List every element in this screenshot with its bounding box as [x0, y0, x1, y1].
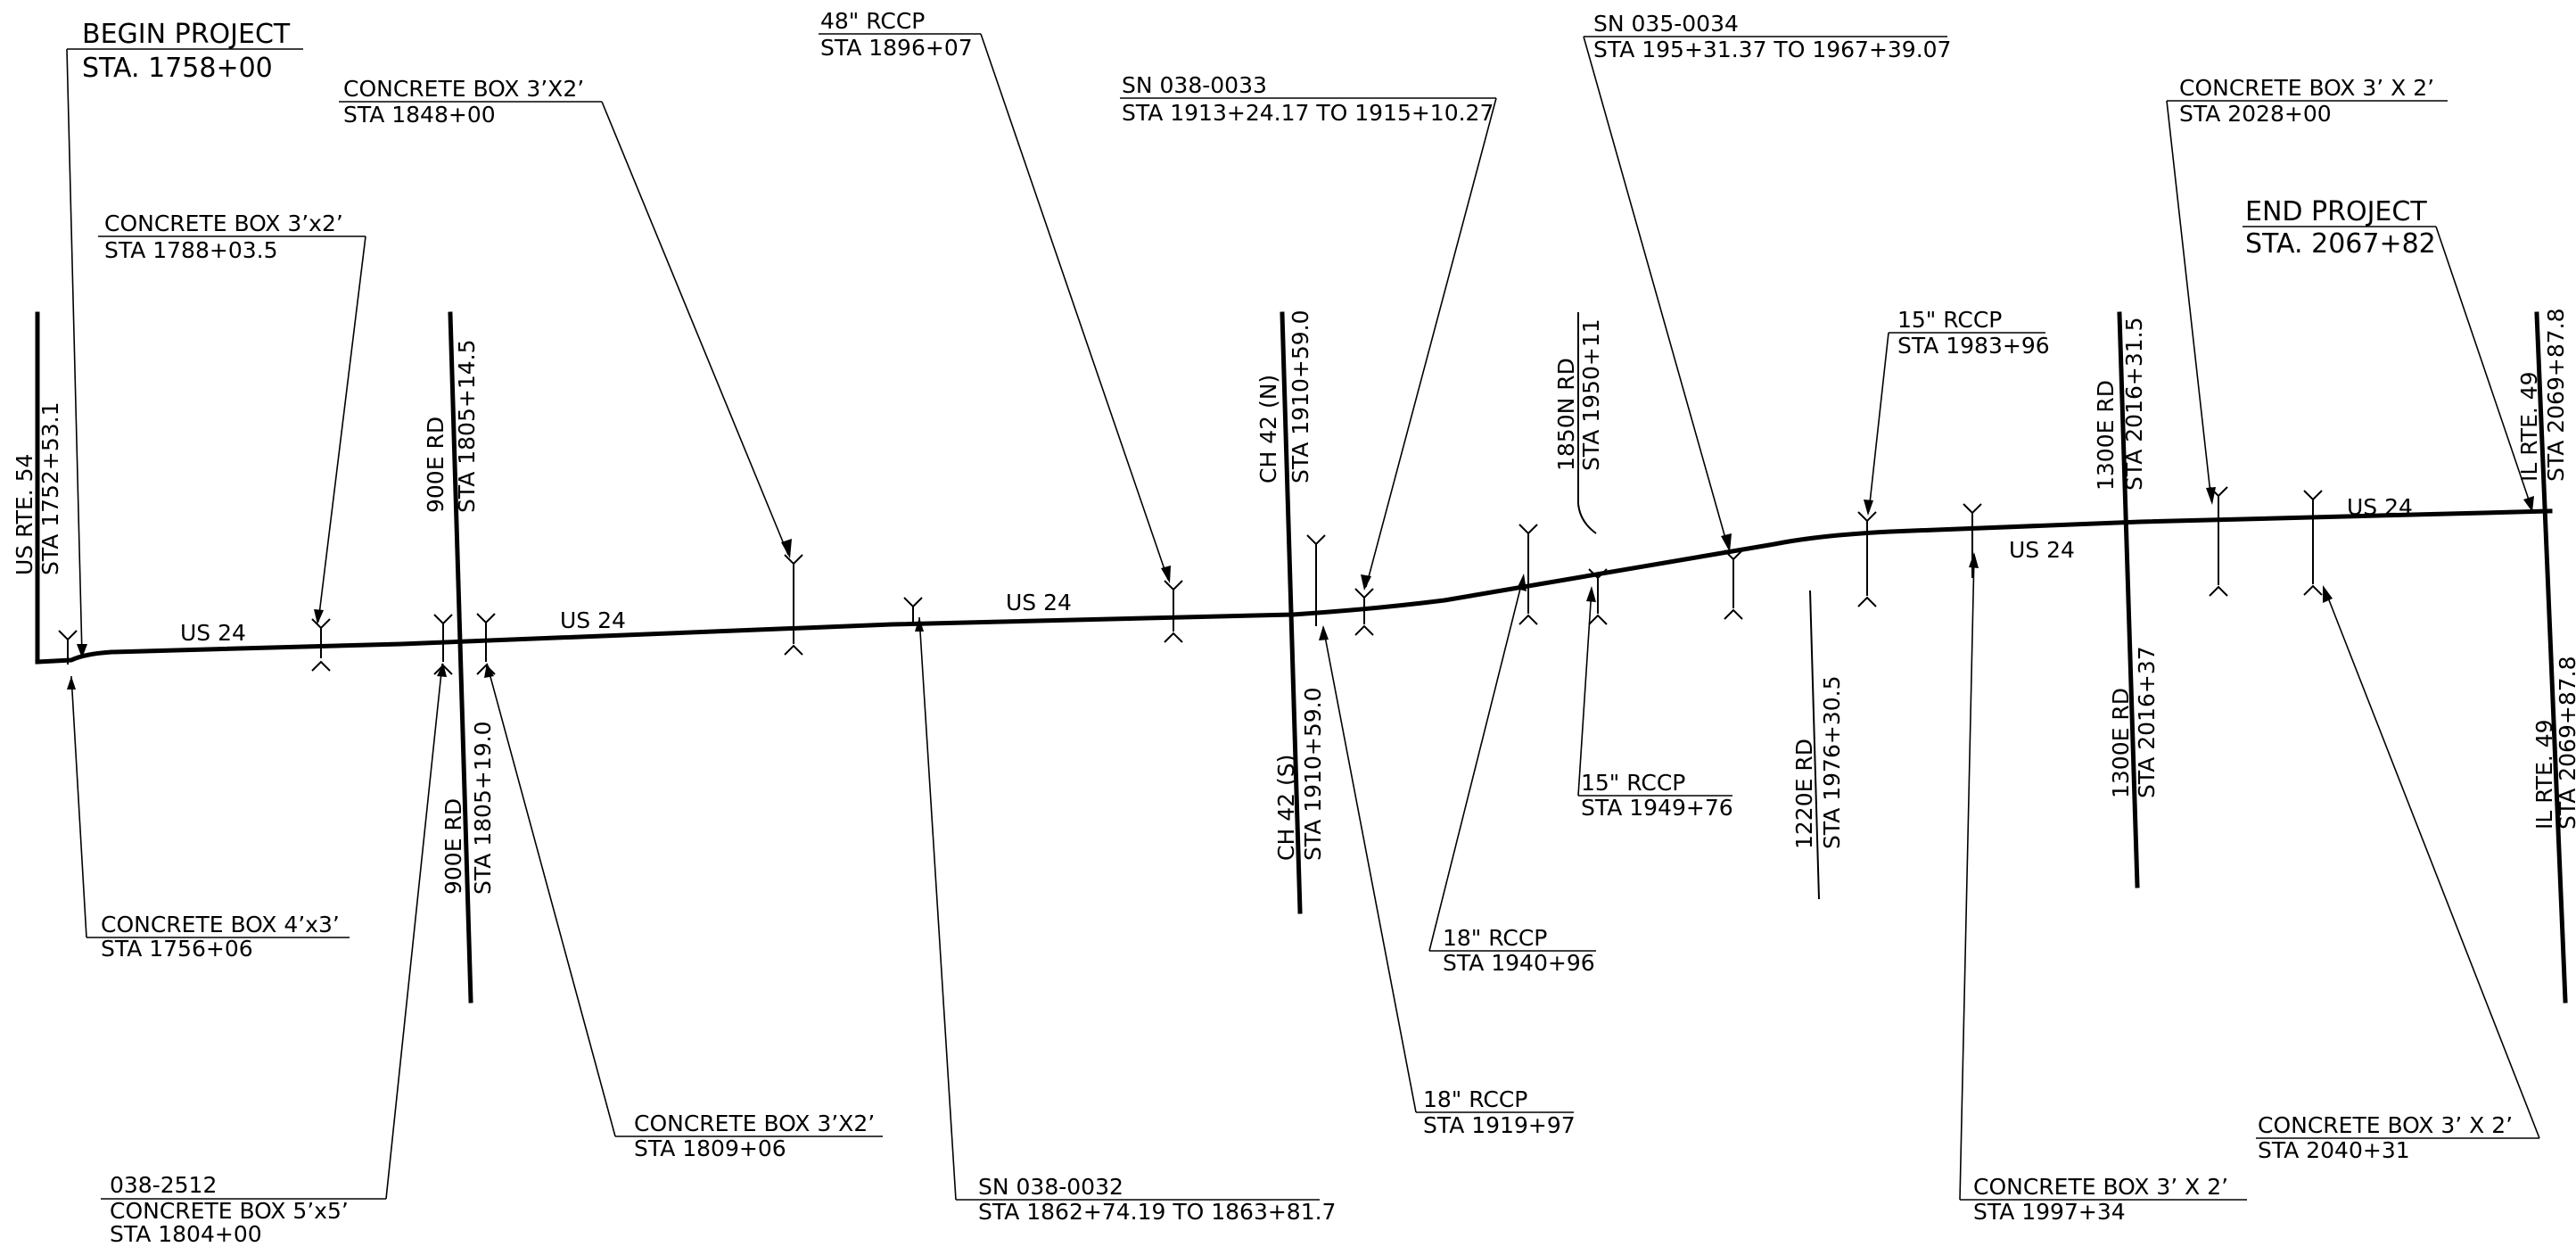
svg-text:SN 038-0033: SN 038-0033: [1122, 72, 1267, 98]
structure-callout: SN 035-0034 STA 195+31.37 TO 1967+39.07: [1583, 11, 1951, 620]
crossroad-1850n: 1850N RD STA 1950+11: [1553, 312, 1604, 534]
svg-text:STA 1804+00: STA 1804+00: [110, 1221, 262, 1247]
crossroad-1220e: 1220E RD STA 1976+30.5: [1791, 590, 1845, 900]
svg-text:STA 1910+59.0: STA 1910+59.0: [1300, 688, 1326, 861]
svg-text:STA 2069+87.8: STA 2069+87.8: [2543, 309, 2569, 482]
svg-text:STA 1940+96: STA 1940+96: [1443, 950, 1595, 976]
svg-text:038-2512: 038-2512: [110, 1172, 217, 1198]
svg-text:STA 1809+06: STA 1809+06: [634, 1136, 786, 1161]
svg-text:STA 1913+24.17 TO 1915+10.27: STA 1913+24.17 TO 1915+10.27: [1122, 100, 1494, 126]
structure-callout: CONCRETE BOX 3’X2’ STA 1809+06: [476, 613, 883, 1161]
end-project-callout: END PROJECT STA. 2067+82: [2243, 196, 2534, 512]
crossroad-1300e: 1300E RD STA 2016+31.5 1300E RD STA 2016…: [2093, 311, 2160, 888]
svg-text:STA 1788+03.5: STA 1788+03.5: [104, 237, 277, 263]
svg-text:CONCRETE BOX 3’ X 2’: CONCRETE BOX 3’ X 2’: [2258, 1112, 2513, 1138]
svg-text:CONCRETE BOX 5’x5’: CONCRETE BOX 5’x5’: [110, 1198, 349, 1224]
svg-text:END PROJECT: END PROJECT: [2245, 196, 2427, 227]
mainline-label: US 24: [1006, 590, 1072, 615]
svg-text:STA 2069+87.8: STA 2069+87.8: [2555, 657, 2576, 830]
crossroad-us54: US RTE. 54 STA 1752+53.1: [12, 311, 63, 665]
svg-text:CH 42 (S): CH 42 (S): [1273, 755, 1299, 861]
structure-callout: 18" RCCP STA 1919+97: [1306, 534, 1576, 1138]
mainline-label: US 24: [2347, 494, 2413, 520]
svg-text:CONCRETE BOX 4’x3’: CONCRETE BOX 4’x3’: [101, 912, 340, 937]
svg-text:STA. 2067+82: STA. 2067+82: [2245, 228, 2436, 260]
svg-text:STA 1949+76: STA 1949+76: [1581, 795, 1733, 821]
svg-text:STA 1805+19.0: STA 1805+19.0: [470, 722, 496, 895]
svg-text:IL RTE. 49: IL RTE. 49: [2531, 719, 2557, 830]
structure-callout: CONCRETE BOX 3’x2’ STA 1788+03.5: [98, 211, 366, 672]
structure-callout: CONCRETE BOX 4’x3’ STA 1756+06: [58, 630, 350, 962]
svg-text:STA 1896+07: STA 1896+07: [820, 35, 973, 61]
svg-text:STA 2016+31.5: STA 2016+31.5: [2121, 318, 2147, 491]
structure-callout: 15" RCCP STA 1983+96: [1857, 307, 2050, 607]
mainline-label: US 24: [2009, 537, 2075, 563]
svg-text:1300E RD: 1300E RD: [2108, 688, 2134, 798]
structure-callout: CONCRETE BOX 3’ X 2’ STA 1997+34: [1959, 503, 2247, 1225]
svg-text:SN 035-0034: SN 035-0034: [1593, 11, 1739, 37]
mainline-us24: [35, 508, 2553, 665]
crossroad-ch42: CH 42 (N) STA 1910+59.0 CH 42 (S) STA 19…: [1255, 310, 1326, 914]
svg-text:STA 1910+59.0: STA 1910+59.0: [1288, 310, 1313, 483]
svg-text:STA 1950+11: STA 1950+11: [1578, 318, 1604, 471]
svg-text:CONCRETE BOX 3’ X 2’: CONCRETE BOX 3’ X 2’: [2179, 75, 2434, 101]
mainline-label: US 24: [560, 607, 626, 633]
svg-text:15" RCCP: 15" RCCP: [1581, 770, 1685, 796]
svg-text:CONCRETE BOX 3’ X 2’: CONCRETE BOX 3’ X 2’: [1973, 1174, 2228, 1200]
svg-text:15" RCCP: 15" RCCP: [1897, 307, 2002, 333]
structure-callout: 038-2512 CONCRETE BOX 5’x5’ STA 1804+00: [101, 614, 453, 1247]
structure-callout: SN 038-0032 STA 1862+74.19 TO 1863+81.7: [903, 597, 1336, 1225]
svg-text:18" RCCP: 18" RCCP: [1443, 925, 1547, 951]
svg-text:STA 1997+34: STA 1997+34: [1973, 1199, 2126, 1225]
structure-callout: CONCRETE BOX 3’ X 2’ STA 2028+00: [2166, 75, 2448, 597]
svg-text:48" RCCP: 48" RCCP: [820, 8, 925, 34]
svg-text:900E RD: 900E RD: [440, 798, 466, 895]
svg-text:BEGIN PROJECT: BEGIN PROJECT: [82, 19, 291, 50]
svg-text:STA 1862+74.19 TO 1863+81.7: STA 1862+74.19 TO 1863+81.7: [978, 1199, 1336, 1225]
svg-text:18" RCCP: 18" RCCP: [1423, 1086, 1527, 1112]
svg-text:CONCRETE BOX 3’X2’: CONCRETE BOX 3’X2’: [343, 76, 584, 102]
svg-text:STA 2016+37: STA 2016+37: [2134, 646, 2160, 798]
svg-text:CONCRETE BOX 3’X2’: CONCRETE BOX 3’X2’: [634, 1111, 875, 1136]
svg-text:1850N RD: 1850N RD: [1553, 358, 1579, 471]
crossroad-900e: 900E RD STA 1805+14.5 900E RD STA 1805+1…: [423, 311, 496, 1003]
svg-text:SN 038-0032: SN 038-0032: [978, 1174, 1123, 1200]
svg-text:STA 1919+97: STA 1919+97: [1423, 1112, 1576, 1138]
svg-text:1300E RD: 1300E RD: [2093, 380, 2119, 491]
svg-text:STA 1756+06: STA 1756+06: [101, 936, 253, 962]
mainline-label: US 24: [180, 620, 246, 646]
structure-callout: CONCRETE BOX 3’X2’ STA 1848+00: [339, 76, 803, 656]
svg-text:CONCRETE BOX 3’x2’: CONCRETE BOX 3’x2’: [104, 211, 343, 236]
svg-text:1220E RD: 1220E RD: [1791, 739, 1817, 849]
structure-callout: 48" RCCP STA 1896+07: [819, 8, 1183, 643]
svg-text:STA 1805+14.5: STA 1805+14.5: [454, 340, 480, 513]
structure-callout: CONCRETE BOX 3’ X 2’ STA 2040+31: [2256, 490, 2540, 1163]
structure-callout: SN 038-0033 STA 1913+24.17 TO 1915+10.27: [1120, 72, 1497, 636]
svg-text:CH 42 (N): CH 42 (N): [1255, 375, 1281, 483]
svg-text:STA 1976+30.5: STA 1976+30.5: [1819, 676, 1845, 849]
svg-text:STA 1752+53.1: STA 1752+53.1: [37, 402, 63, 575]
svg-text:US RTE. 54: US RTE. 54: [12, 454, 37, 575]
svg-text:STA. 1758+00: STA. 1758+00: [82, 53, 273, 84]
begin-project-callout: BEGIN PROJECT STA. 1758+00: [66, 19, 303, 658]
svg-text:900E RD: 900E RD: [423, 417, 449, 513]
svg-text:IL RTE. 49: IL RTE. 49: [2516, 371, 2542, 482]
svg-text:STA 1983+96: STA 1983+96: [1897, 333, 2050, 359]
svg-text:STA 2040+31: STA 2040+31: [2258, 1137, 2410, 1163]
svg-text:STA 2028+00: STA 2028+00: [2179, 101, 2332, 127]
crossroad-il49: IL RTE. 49 STA 2069+87.8 IL RTE. 49 STA …: [2516, 309, 2576, 1003]
structure-callout: 15" RCCP STA 1949+76: [1577, 568, 1733, 821]
structure-callout: 18" RCCP STA 1940+96: [1428, 524, 1596, 976]
svg-text:STA 1848+00: STA 1848+00: [343, 102, 496, 128]
svg-text:STA 195+31.37 TO 1967+39.07: STA 195+31.37 TO 1967+39.07: [1593, 37, 1951, 62]
